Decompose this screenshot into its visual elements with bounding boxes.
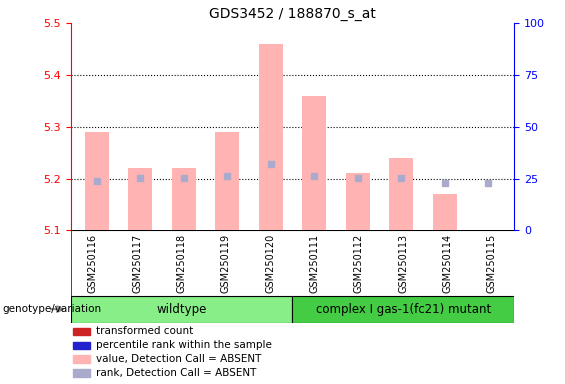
Text: GSM250111: GSM250111 xyxy=(310,233,320,293)
Bar xyxy=(71,296,293,323)
Bar xyxy=(172,168,195,230)
Text: GSM250118: GSM250118 xyxy=(176,233,186,293)
Bar xyxy=(302,96,326,230)
Bar xyxy=(128,168,152,230)
Bar xyxy=(73,356,90,363)
Bar xyxy=(433,194,457,230)
Text: wildtype: wildtype xyxy=(157,303,207,316)
Text: transformed count: transformed count xyxy=(96,326,193,336)
Bar xyxy=(73,328,90,335)
Text: complex I gas-1(fc21) mutant: complex I gas-1(fc21) mutant xyxy=(316,303,491,316)
Text: value, Detection Call = ABSENT: value, Detection Call = ABSENT xyxy=(96,354,262,364)
Text: GSM250117: GSM250117 xyxy=(132,233,142,293)
Text: GSM250112: GSM250112 xyxy=(354,233,364,293)
Text: GSM250119: GSM250119 xyxy=(221,233,231,293)
Bar xyxy=(389,158,413,230)
Text: rank, Detection Call = ABSENT: rank, Detection Call = ABSENT xyxy=(96,368,257,378)
Bar xyxy=(259,44,282,230)
Text: GSM250114: GSM250114 xyxy=(442,233,453,293)
Text: genotype/variation: genotype/variation xyxy=(3,304,102,314)
Bar xyxy=(346,174,370,230)
Text: GSM250116: GSM250116 xyxy=(88,233,98,293)
Bar xyxy=(73,369,90,377)
Bar xyxy=(293,296,514,323)
Bar xyxy=(73,341,90,349)
Bar xyxy=(215,132,239,230)
Title: GDS3452 / 188870_s_at: GDS3452 / 188870_s_at xyxy=(209,7,376,21)
Text: percentile rank within the sample: percentile rank within the sample xyxy=(96,340,272,350)
Text: GSM250120: GSM250120 xyxy=(265,233,275,293)
Text: GSM250115: GSM250115 xyxy=(487,233,497,293)
Text: GSM250113: GSM250113 xyxy=(398,233,408,293)
Bar xyxy=(85,132,108,230)
